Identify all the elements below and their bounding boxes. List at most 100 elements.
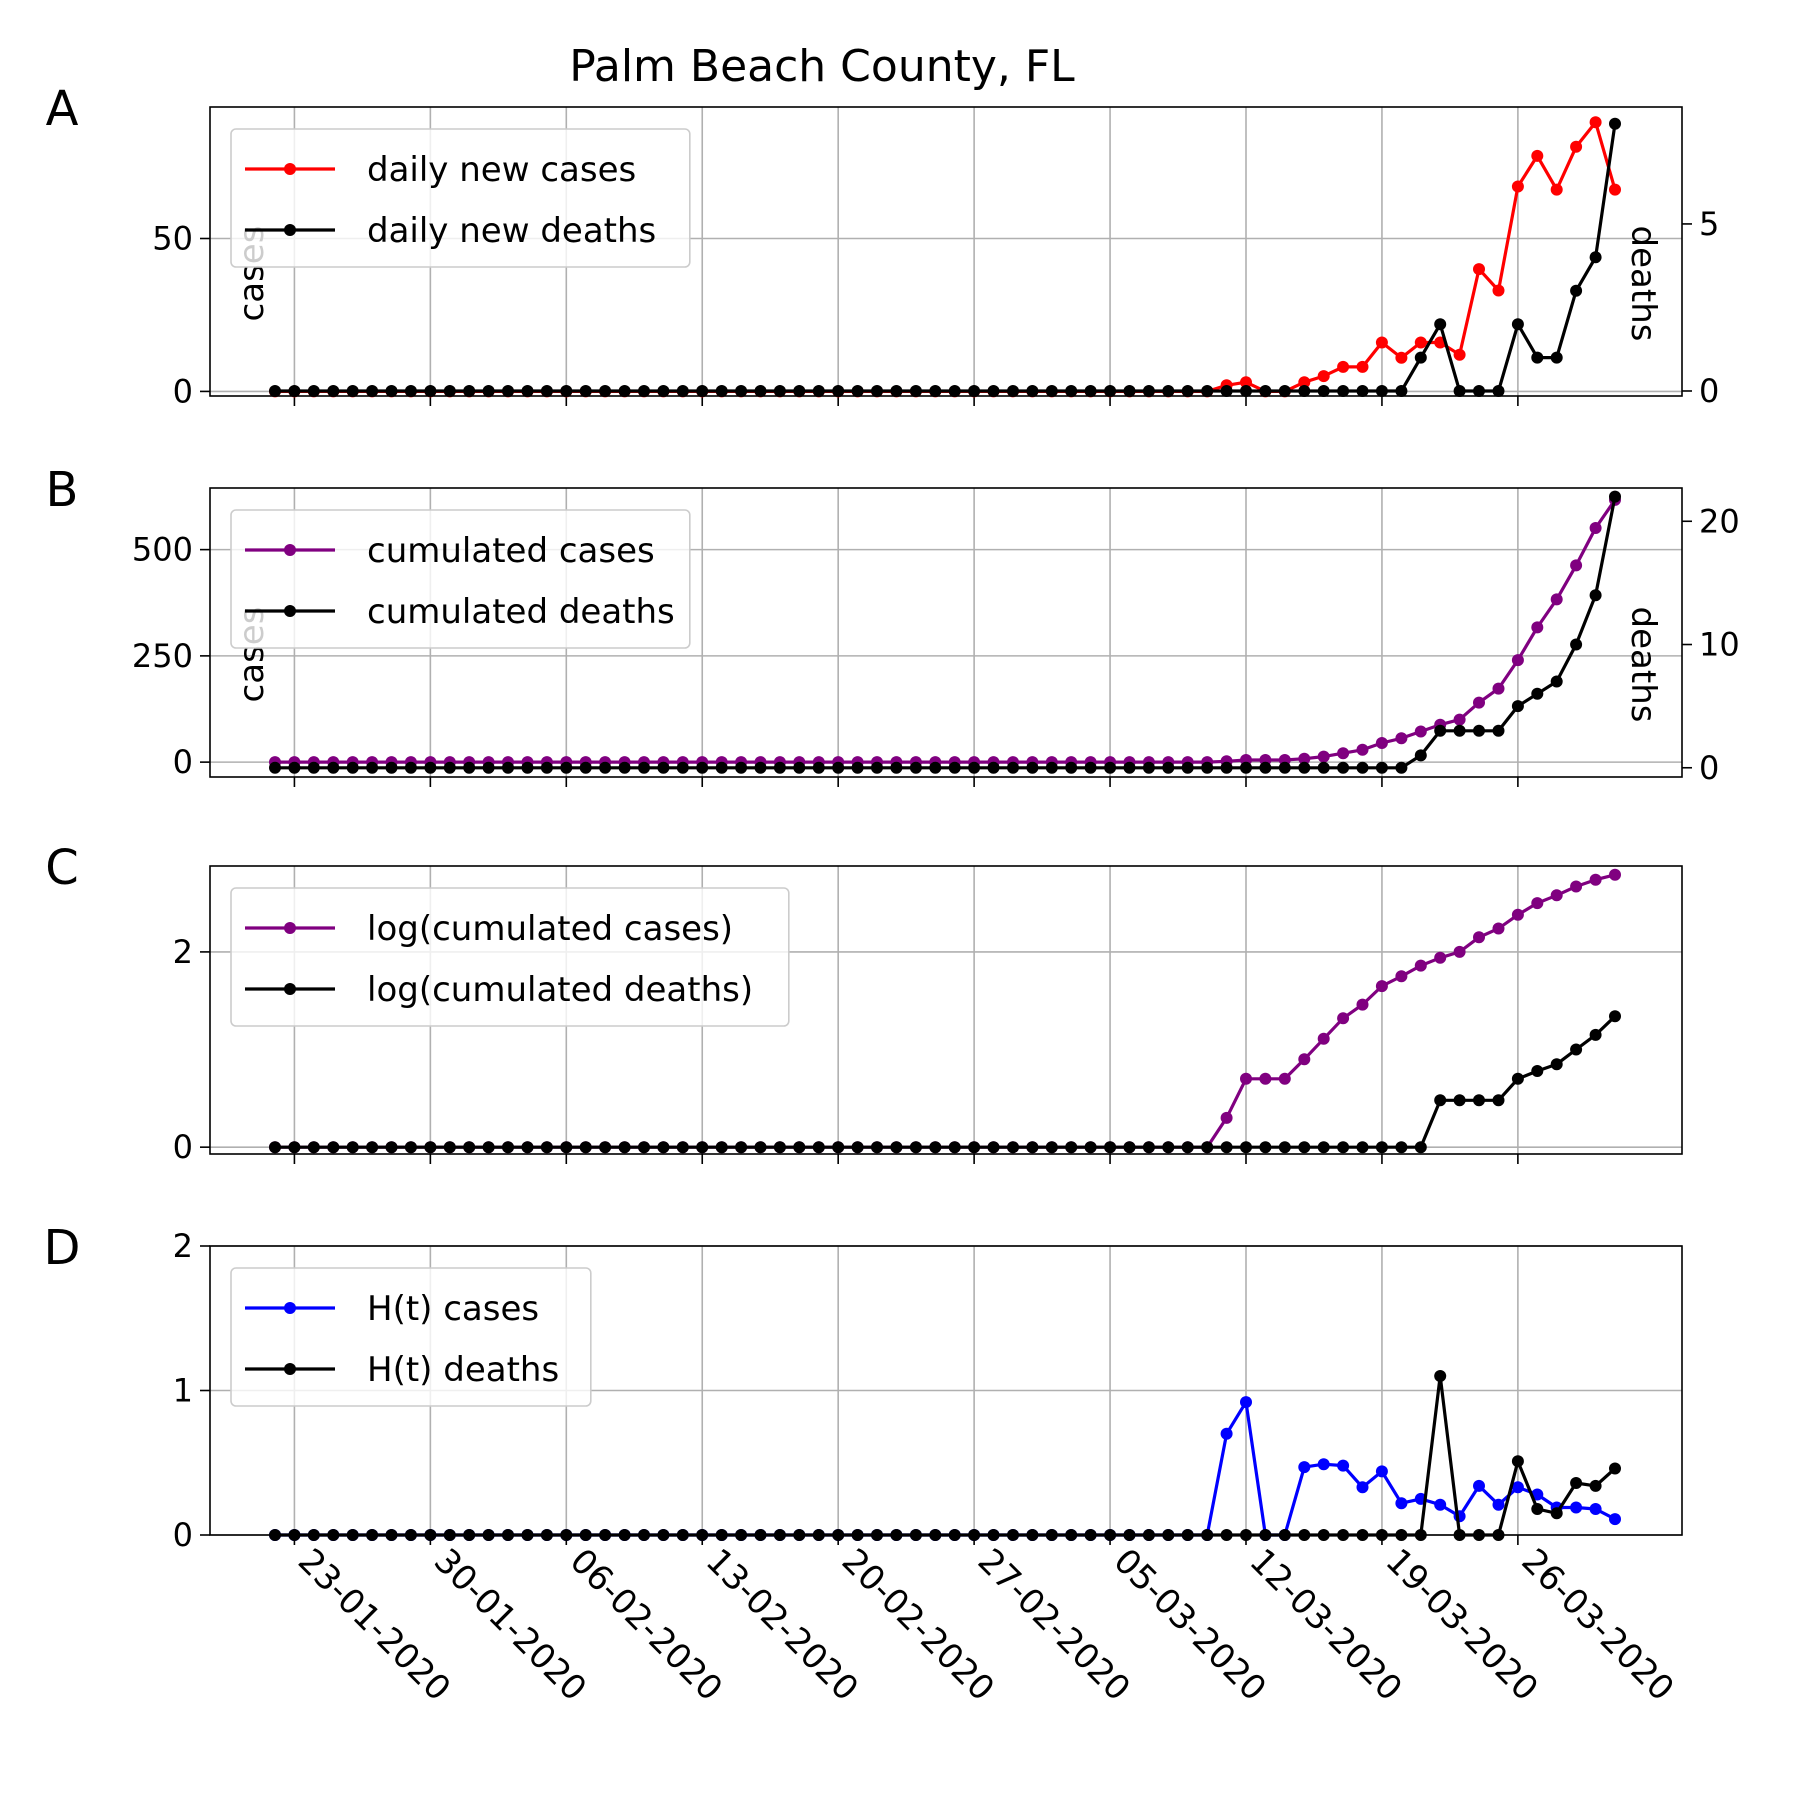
data-point [463,761,476,774]
data-point [1045,761,1058,774]
data-point [1298,1053,1311,1066]
legend-swatch-marker [284,1363,296,1375]
panel-letter: C [45,840,79,896]
ytick-label-left: 0 [173,743,193,781]
data-point [1201,1141,1214,1154]
data-point [1181,1141,1194,1154]
data-point [1375,737,1388,749]
data-point [1414,351,1427,364]
ytick-label-right: 20 [1699,502,1740,540]
data-point [1570,1477,1583,1489]
data-point [676,761,689,774]
data-point [1434,724,1447,737]
data-point [346,1141,359,1154]
data-point [657,1141,670,1154]
data-point [1414,725,1427,738]
data-point [366,761,379,774]
data-point [851,761,864,774]
data-point [482,1141,495,1154]
data-point [1570,284,1583,297]
series-line-B-1 [275,496,1617,770]
data-point [424,761,437,774]
data-point [540,385,553,397]
data-point [1589,589,1602,602]
data-point [1084,1141,1097,1154]
legend-frame [230,1267,592,1407]
data-point [735,385,748,397]
data-point [1550,675,1563,688]
data-point [1453,724,1466,737]
data-point [1589,116,1602,129]
data-point [1337,1141,1350,1154]
data-point [773,1141,786,1154]
data-point [890,761,903,774]
data-point [1007,761,1019,774]
data-point [1065,385,1078,397]
data-point [773,385,786,397]
data-point [773,761,786,774]
panel-letter: A [46,81,79,137]
legend-label: H(t) cases [367,1289,539,1329]
data-point [404,761,417,774]
data-point [1181,761,1194,774]
data-point [1356,1141,1369,1154]
data-point [1356,998,1369,1011]
data-point [948,1141,961,1154]
data-point [1550,1058,1563,1071]
legend: cumulated cases cumulated deaths [230,509,691,649]
legend-swatch-marker [284,983,296,995]
axes-frame [209,487,1683,778]
data-point [1531,687,1544,700]
panel-D: 0 1 2 H(t) cases H(t) deaths D [44,1220,1683,1554]
data-point [1084,385,1097,397]
data-point [1570,880,1583,893]
ytick-label-right: 5 [1699,205,1719,243]
data-point [1375,1465,1388,1478]
data-point [482,761,495,774]
data-point [1317,370,1330,383]
data-point [1434,318,1447,331]
data-point [909,1141,922,1154]
data-point [1240,761,1252,774]
data-point [269,761,281,774]
data-point [1220,761,1233,774]
data-point [1259,1072,1272,1085]
data-point [638,385,650,397]
legend-swatch-marker [284,1302,296,1314]
data-point [1356,1481,1369,1494]
data-point [948,761,961,774]
data-point [1317,1032,1330,1045]
data-point [1298,761,1311,774]
data-point [1278,1141,1291,1154]
data-point [1104,761,1117,774]
legend-label: daily new deaths [367,211,656,251]
data-point [1162,1141,1175,1154]
data-point [502,761,514,774]
data-point [1337,360,1350,373]
data-point [599,1141,612,1154]
data-point [676,385,689,397]
data-point [1609,868,1621,881]
data-point [1162,761,1175,774]
data-point [1123,385,1136,397]
legend: log(cumulated cases) log(cumulated deaths… [230,887,790,1027]
data-point [307,1141,320,1154]
data-point [579,761,592,774]
data-point [832,761,845,774]
data-point [443,385,456,397]
ytick-label-left: 0 [173,1516,193,1554]
ytick-label-left: 50 [152,220,193,258]
data-point [1201,385,1214,397]
data-point [1356,385,1369,397]
data-point [1589,873,1602,886]
series-line-A-1 [275,123,1617,393]
data-point [1026,761,1039,774]
axes-frame [209,106,1683,397]
data-point [1434,1498,1447,1511]
data-point [909,385,922,397]
data-point [1123,1141,1136,1154]
data-point [1375,980,1388,993]
legend-swatch-marker [284,605,296,617]
data-point [599,385,612,397]
